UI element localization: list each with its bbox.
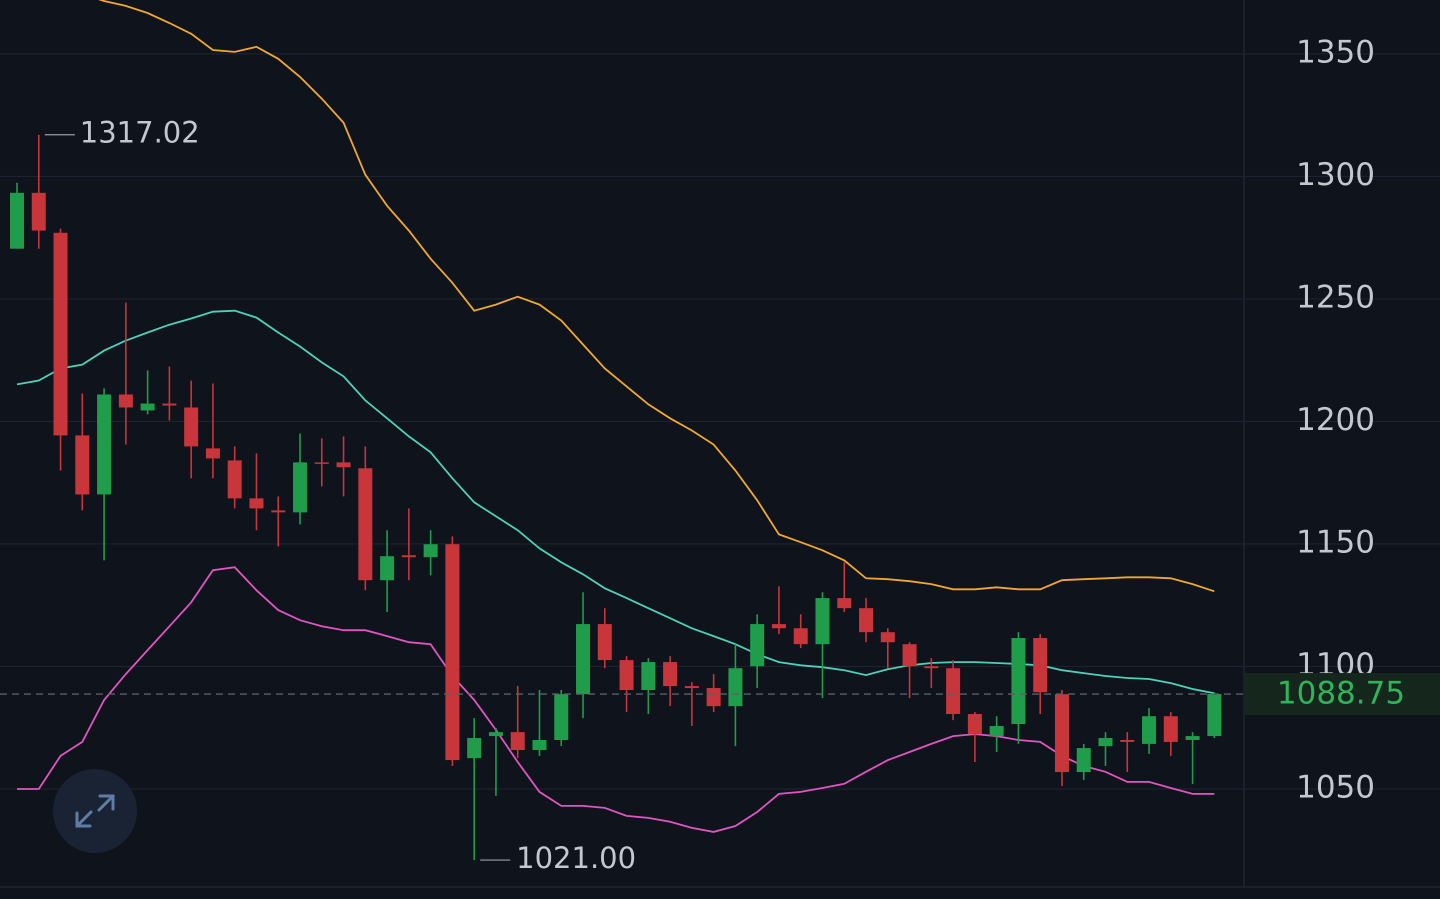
candle-body (771, 624, 786, 629)
candle-body (967, 714, 982, 735)
candle-body (663, 662, 678, 687)
candle-body (837, 598, 852, 609)
y-tick-label: 1150 (1296, 524, 1375, 560)
candle-body (576, 624, 591, 695)
candle-body (336, 462, 351, 468)
candle-body (10, 192, 24, 249)
candle-body (1142, 716, 1157, 744)
candle-body (401, 555, 416, 558)
candle-body (1011, 638, 1026, 725)
candle-body (1163, 716, 1178, 742)
last-price-box (1245, 673, 1440, 716)
overlay: 1317.02 1021.00 1088.75 (0, 116, 1440, 875)
candle-body (554, 694, 569, 740)
expand-icon (75, 794, 115, 828)
candle-body (619, 660, 634, 690)
candle-body (380, 556, 395, 581)
candle-body (249, 498, 264, 509)
candle-body (445, 544, 460, 761)
candle-body (118, 394, 133, 408)
candles (10, 134, 1222, 861)
candle-body (184, 407, 199, 447)
candle-body (205, 448, 220, 459)
candle-body (271, 510, 286, 513)
candle-body (641, 662, 656, 690)
candle-body (293, 462, 308, 513)
candle-body (924, 666, 939, 669)
candle-body (423, 544, 438, 558)
candle-body (1076, 748, 1091, 773)
candle-body (1054, 694, 1069, 773)
candle-body (53, 232, 68, 436)
y-tick-label: 1350 (1296, 34, 1375, 70)
candle-body (1033, 638, 1048, 693)
candle-body (510, 732, 525, 751)
min-label: 1021.00 (516, 841, 636, 875)
candle-body (1120, 739, 1135, 742)
candle-body (1098, 738, 1113, 747)
candle-body (358, 468, 373, 581)
candle-body (684, 686, 699, 689)
expand-button-bg[interactable] (53, 769, 137, 853)
candle-body (488, 732, 503, 737)
candle-body (467, 738, 482, 759)
candle-body (946, 668, 961, 715)
band-line (98, 0, 1215, 593)
candle-body (162, 403, 177, 406)
candle-body (728, 668, 743, 707)
max-label: 1317.02 (80, 116, 200, 150)
candle-body (314, 462, 329, 464)
candle-body (989, 726, 1004, 737)
y-tick-label: 1050 (1296, 769, 1375, 805)
candle-body (75, 435, 90, 495)
y-tick-label: 1300 (1296, 157, 1375, 193)
candle-body (597, 624, 612, 661)
expand-button[interactable] (53, 769, 137, 853)
candle-body (793, 628, 808, 645)
candle-body (1185, 736, 1200, 740)
candle-body (31, 192, 46, 231)
y-tick-label: 1250 (1296, 279, 1375, 315)
candle-body (902, 644, 917, 667)
candle-body (532, 739, 547, 751)
band-line (17, 566, 1215, 833)
candle-body (227, 460, 242, 499)
candle-body (815, 598, 830, 645)
candle-body (140, 403, 155, 411)
last-price-label: 1088.75 (1277, 676, 1405, 712)
candle-body (97, 394, 112, 495)
candle-body (1207, 694, 1222, 737)
candle-body (880, 632, 895, 643)
y-tick-label: 1200 (1296, 402, 1375, 438)
candle-body (750, 624, 765, 667)
candle-body (706, 688, 721, 707)
candle-body (859, 608, 874, 633)
